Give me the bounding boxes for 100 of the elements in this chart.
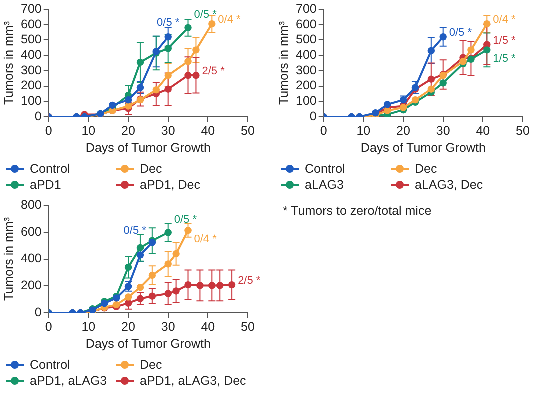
annotation: 0/4 * [194,234,218,246]
annotation: 2/5 * [238,275,262,288]
x-tick-label: 20 [122,124,136,138]
annotation: 0/5 * [124,224,148,237]
point [428,47,435,55]
x-tick-label: 20 [396,124,411,138]
x-tick-label: 50 [241,124,255,138]
x-tick-label: 50 [516,124,530,138]
point [484,20,491,28]
point [124,102,132,110]
point [184,72,192,80]
legend-label: Control [305,162,346,176]
point [108,102,116,110]
x-tick-label: 50 [241,320,255,334]
y-tick-label: 400 [20,48,42,62]
point [440,80,447,87]
x-tick-label: 10 [82,320,96,334]
x-tick-label: 40 [476,124,490,138]
point [136,252,144,259]
point [184,58,192,66]
point [148,292,156,300]
y-tick-label: 100 [20,94,42,108]
y-axis-title: Tumors in mm³ [276,21,291,106]
point [164,45,172,52]
y-tick-label: 500 [296,32,317,47]
point [184,24,192,32]
y-tick-label: 400 [20,252,42,266]
point [136,58,144,66]
point [136,284,144,292]
annotation: 0/5 * [449,27,473,40]
x-axis-title: Days of Tumor Growth [360,140,486,155]
x-tick-label: 40 [201,320,216,334]
point [192,72,200,80]
point [148,272,156,280]
annotation: 0/5 * [194,8,218,21]
x-tick-label: 30 [436,124,450,138]
point [384,107,392,114]
legend-label: aPD1, aLAG3 [30,374,108,388]
x-axis-title: Days of Tumor Growth [86,140,211,155]
legend-label: aPD1, aLAG3, Dec [140,374,246,388]
point [164,290,172,298]
point [192,46,200,54]
point [172,288,180,295]
point [208,20,216,28]
y-tick-label: 100 [296,94,317,108]
point [172,250,180,258]
legend-label: Dec [140,162,162,176]
point [124,294,132,301]
annotation: 0/4 * [493,14,516,26]
point [164,34,172,41]
text: * Tumors to zero/total mice [283,204,433,218]
point [164,72,172,80]
x-tick-label: 20 [122,320,136,334]
point [428,86,435,93]
point [164,86,172,93]
point [196,282,204,290]
point [136,295,144,302]
point [228,281,236,289]
x-tick-label: 30 [161,124,176,138]
y-tick-label: 200 [20,78,42,93]
y-tick-label: 0 [34,109,42,124]
point [484,46,491,54]
point [152,86,160,94]
y-tick-label: 200 [296,78,317,93]
point [384,101,392,108]
y-tick-label: 500 [20,32,42,47]
point [184,281,192,289]
y-tick-label: 400 [296,48,317,62]
y-tick-label: 300 [20,63,42,78]
annotation: 0/5 * [174,214,198,226]
x-axis-title: Days of Tumor Growth [86,336,211,351]
point [460,58,467,66]
point [136,84,144,92]
point [208,282,216,290]
y-tick-label: 700 [296,2,317,16]
y-tick-label: 600 [296,17,317,32]
legend-label: Dec [415,162,438,176]
point [124,264,132,272]
x-tick-label: 30 [161,320,176,334]
annotation: 2/5 * [202,66,226,78]
legend-label: Control [30,162,70,176]
annotation: 0/4 * [218,14,242,26]
y-tick-label: 0 [34,305,42,320]
x-tick-label: 10 [82,124,96,138]
y-axis-title: Tumors in mm³ [2,21,16,106]
annotation: 1/5 * [493,53,516,66]
annotation: 1/5 * [493,34,516,47]
legend-label: aLAG3 [305,178,344,192]
point [428,76,435,83]
point [440,34,447,41]
x-tick-label: 0 [320,124,328,138]
x-tick-label: 0 [45,124,52,138]
y-tick-label: 600 [20,17,42,32]
x-tick-label: 0 [45,320,52,334]
x-tick-label: 40 [201,124,216,138]
y-axis-title: Tumors in mm³ [2,217,16,302]
legend-label: aLAG3, Dec [415,178,484,192]
y-tick-label: 800 [20,198,42,212]
point [136,244,144,252]
point [164,260,172,268]
